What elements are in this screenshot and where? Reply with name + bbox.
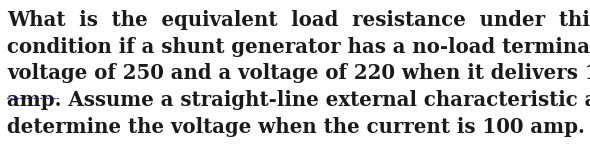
Text: determine the voltage when the current is 100 amp.: determine the voltage when the current i… — [7, 117, 585, 137]
Text: voltage of 250 and a voltage of 220 when it delivers 160: voltage of 250 and a voltage of 220 when… — [7, 63, 590, 83]
Text: What  is  the  equivalent  load  resistance  under  this: What is the equivalent load resistance u… — [7, 10, 590, 30]
Text: condition if a shunt generator has a no-load terminal: condition if a shunt generator has a no-… — [7, 37, 590, 57]
Text: amp. Assume a straight-line external characteristic and: amp. Assume a straight-line external cha… — [7, 90, 590, 110]
